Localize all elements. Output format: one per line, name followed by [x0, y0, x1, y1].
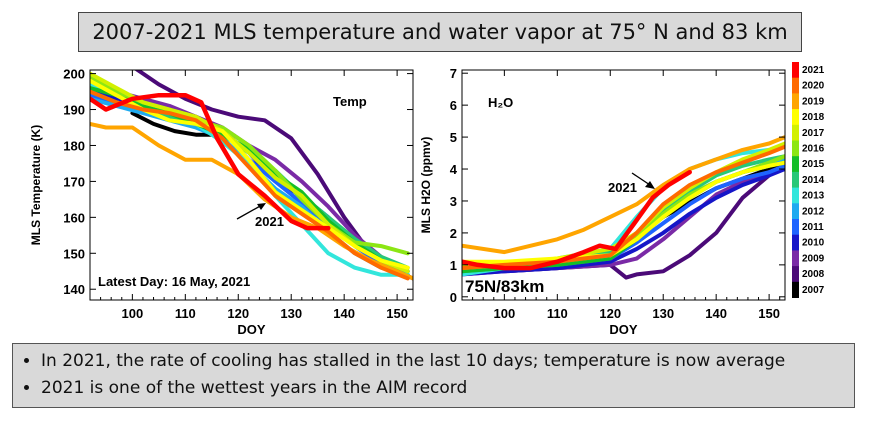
temp-series-2021	[90, 92, 331, 231]
legend-label-2020: 2020	[802, 81, 825, 92]
temp-panel-label: Temp	[333, 94, 367, 109]
legend-label-2018: 2018	[802, 112, 825, 123]
temp-xtick-label: 100	[122, 306, 144, 321]
legend-label-2012: 2012	[802, 206, 825, 217]
legend-label-2009: 2009	[802, 253, 825, 264]
temp-panel: 100 110 120 130 140 150 140 150 160 170 180 190 200 D…	[29, 67, 414, 337]
temp-series-group	[90, 70, 413, 281]
h2o-series-2021	[462, 169, 692, 271]
h2o-2021-annotation: 2021	[608, 180, 637, 195]
h2o-ytick-label: 5	[450, 130, 457, 145]
legend-label-2017: 2017	[802, 128, 825, 139]
h2o-ytick-label: 4	[450, 162, 458, 177]
legend-swatch-2008	[792, 266, 799, 283]
temp-ytick-label: 190	[63, 103, 85, 118]
legend-label-2010: 2010	[802, 238, 825, 249]
temp-ytick-label: 170	[63, 174, 85, 189]
bullet-cooling: In 2021, the rate of cooling has stalled…	[41, 348, 846, 375]
h2o-ytick-label: 3	[450, 194, 457, 209]
h2o-ytick-label: 1	[450, 258, 457, 273]
legend-swatch-2019	[792, 93, 799, 110]
legend-swatch-2020	[792, 77, 799, 94]
legend-swatch-2009	[792, 250, 799, 267]
h2o-plot-frame	[461, 69, 786, 301]
temp-ylabel: MLS Temperature (K)	[29, 125, 43, 245]
h2o-panel-label: H₂O	[488, 95, 513, 110]
legend-swatch-2007	[792, 281, 799, 298]
h2o-ytick-label: 0	[450, 290, 457, 305]
temp-xtick-label: 120	[227, 306, 249, 321]
legend-swatch-2018	[792, 109, 799, 126]
year-legend: 2021 2020 2019 2018 2017 2016 2015 2014 2013 2012…	[792, 62, 825, 298]
charts-canvas: 100 110 120 130 140 150140150160170180190200D…	[29, 62, 825, 337]
legend-swatch-2021	[792, 62, 799, 79]
h2o-xtick-label: 130	[652, 306, 674, 321]
legend-label-2013: 2013	[802, 191, 825, 202]
temp-xtick-label: 110	[175, 306, 196, 321]
h2o-panel: 100 110 120 130 140 150 0 1 2 3 4 5 6 7 DOY MLS H2O (pp…	[419, 66, 786, 337]
h2o-annotation-arrowhead	[645, 181, 655, 189]
temp-plot-frame	[89, 69, 414, 301]
h2o-xtick-label: 110	[547, 306, 568, 321]
temp-ytick-label: 150	[63, 246, 85, 261]
legend-label-2019: 2019	[802, 96, 825, 107]
h2o-xtick-label: 100	[494, 306, 516, 321]
legend-swatch-2012	[792, 203, 799, 220]
temp-xlabel: DOY	[237, 322, 266, 337]
h2o-ytick-label: 6	[450, 98, 457, 113]
temp-annotation-arrowhead	[257, 203, 266, 210]
h2o-series-2018	[462, 160, 785, 264]
page-title: 2007-2021 MLS temperature and water vapo…	[92, 20, 788, 44]
temp-annotation-arrow	[236, 204, 263, 220]
legend-swatch-2016	[792, 140, 799, 157]
h2o-series-2019	[462, 135, 785, 255]
legend-swatch-2013	[792, 187, 799, 204]
h2o-ylabel: MLS H2O (ppmv)	[419, 137, 433, 234]
legend-swatch-2014	[792, 171, 799, 189]
title-banner: 2007-2021 MLS temperature and water vapo…	[78, 12, 802, 52]
temp-ytick-label: 140	[63, 282, 85, 297]
temp-series-2007	[130, 111, 214, 137]
location-label: 75N/83km	[465, 277, 544, 296]
legend-label-2011: 2011	[802, 222, 824, 233]
h2o-xtick-label: 150	[758, 306, 780, 321]
temp-xtick-label: 150	[386, 306, 408, 321]
h2o-annotation-arrow	[631, 172, 651, 186]
h2o-xtick-label: 140	[705, 306, 727, 321]
temp-series-2020	[90, 89, 410, 281]
h2o-xlabel: DOY	[609, 322, 638, 337]
legend-label-2008: 2008	[802, 269, 825, 280]
h2o-series-2010	[462, 167, 785, 277]
legend-label-2007: 2007	[802, 285, 825, 296]
legend-label-2015: 2015	[802, 159, 825, 170]
temp-2021-annotation: 2021	[255, 214, 284, 229]
legend-label-2016: 2016	[802, 144, 825, 155]
legend-swatch-2010	[792, 234, 799, 251]
latest-day-label: Latest Day: 16 May, 2021	[98, 274, 250, 289]
h2o-ytick-label: 2	[450, 226, 457, 241]
legend-swatch-2015	[792, 156, 799, 173]
temp-ytick-label: 160	[63, 210, 85, 225]
h2o-ytick-label: 7	[450, 66, 457, 81]
temp-xtick-label: 140	[333, 306, 355, 321]
summary-box: In 2021, the rate of cooling has stalled…	[12, 343, 855, 408]
legend-label-2014: 2014	[802, 175, 825, 186]
temp-ytick-label: 180	[63, 138, 85, 153]
temp-xtick-label: 130	[280, 306, 302, 321]
legend-label-2021: 2021	[802, 65, 825, 76]
h2o-xtick-label: 120	[599, 306, 621, 321]
legend-swatch-2017	[792, 124, 799, 141]
bullet-wettest: 2021 is one of the wettest years in the …	[41, 375, 846, 402]
h2o-series-group	[462, 135, 785, 280]
h2o-series-2020	[462, 144, 785, 271]
temp-ytick-label: 200	[63, 67, 85, 82]
legend-swatch-2011	[792, 219, 799, 236]
